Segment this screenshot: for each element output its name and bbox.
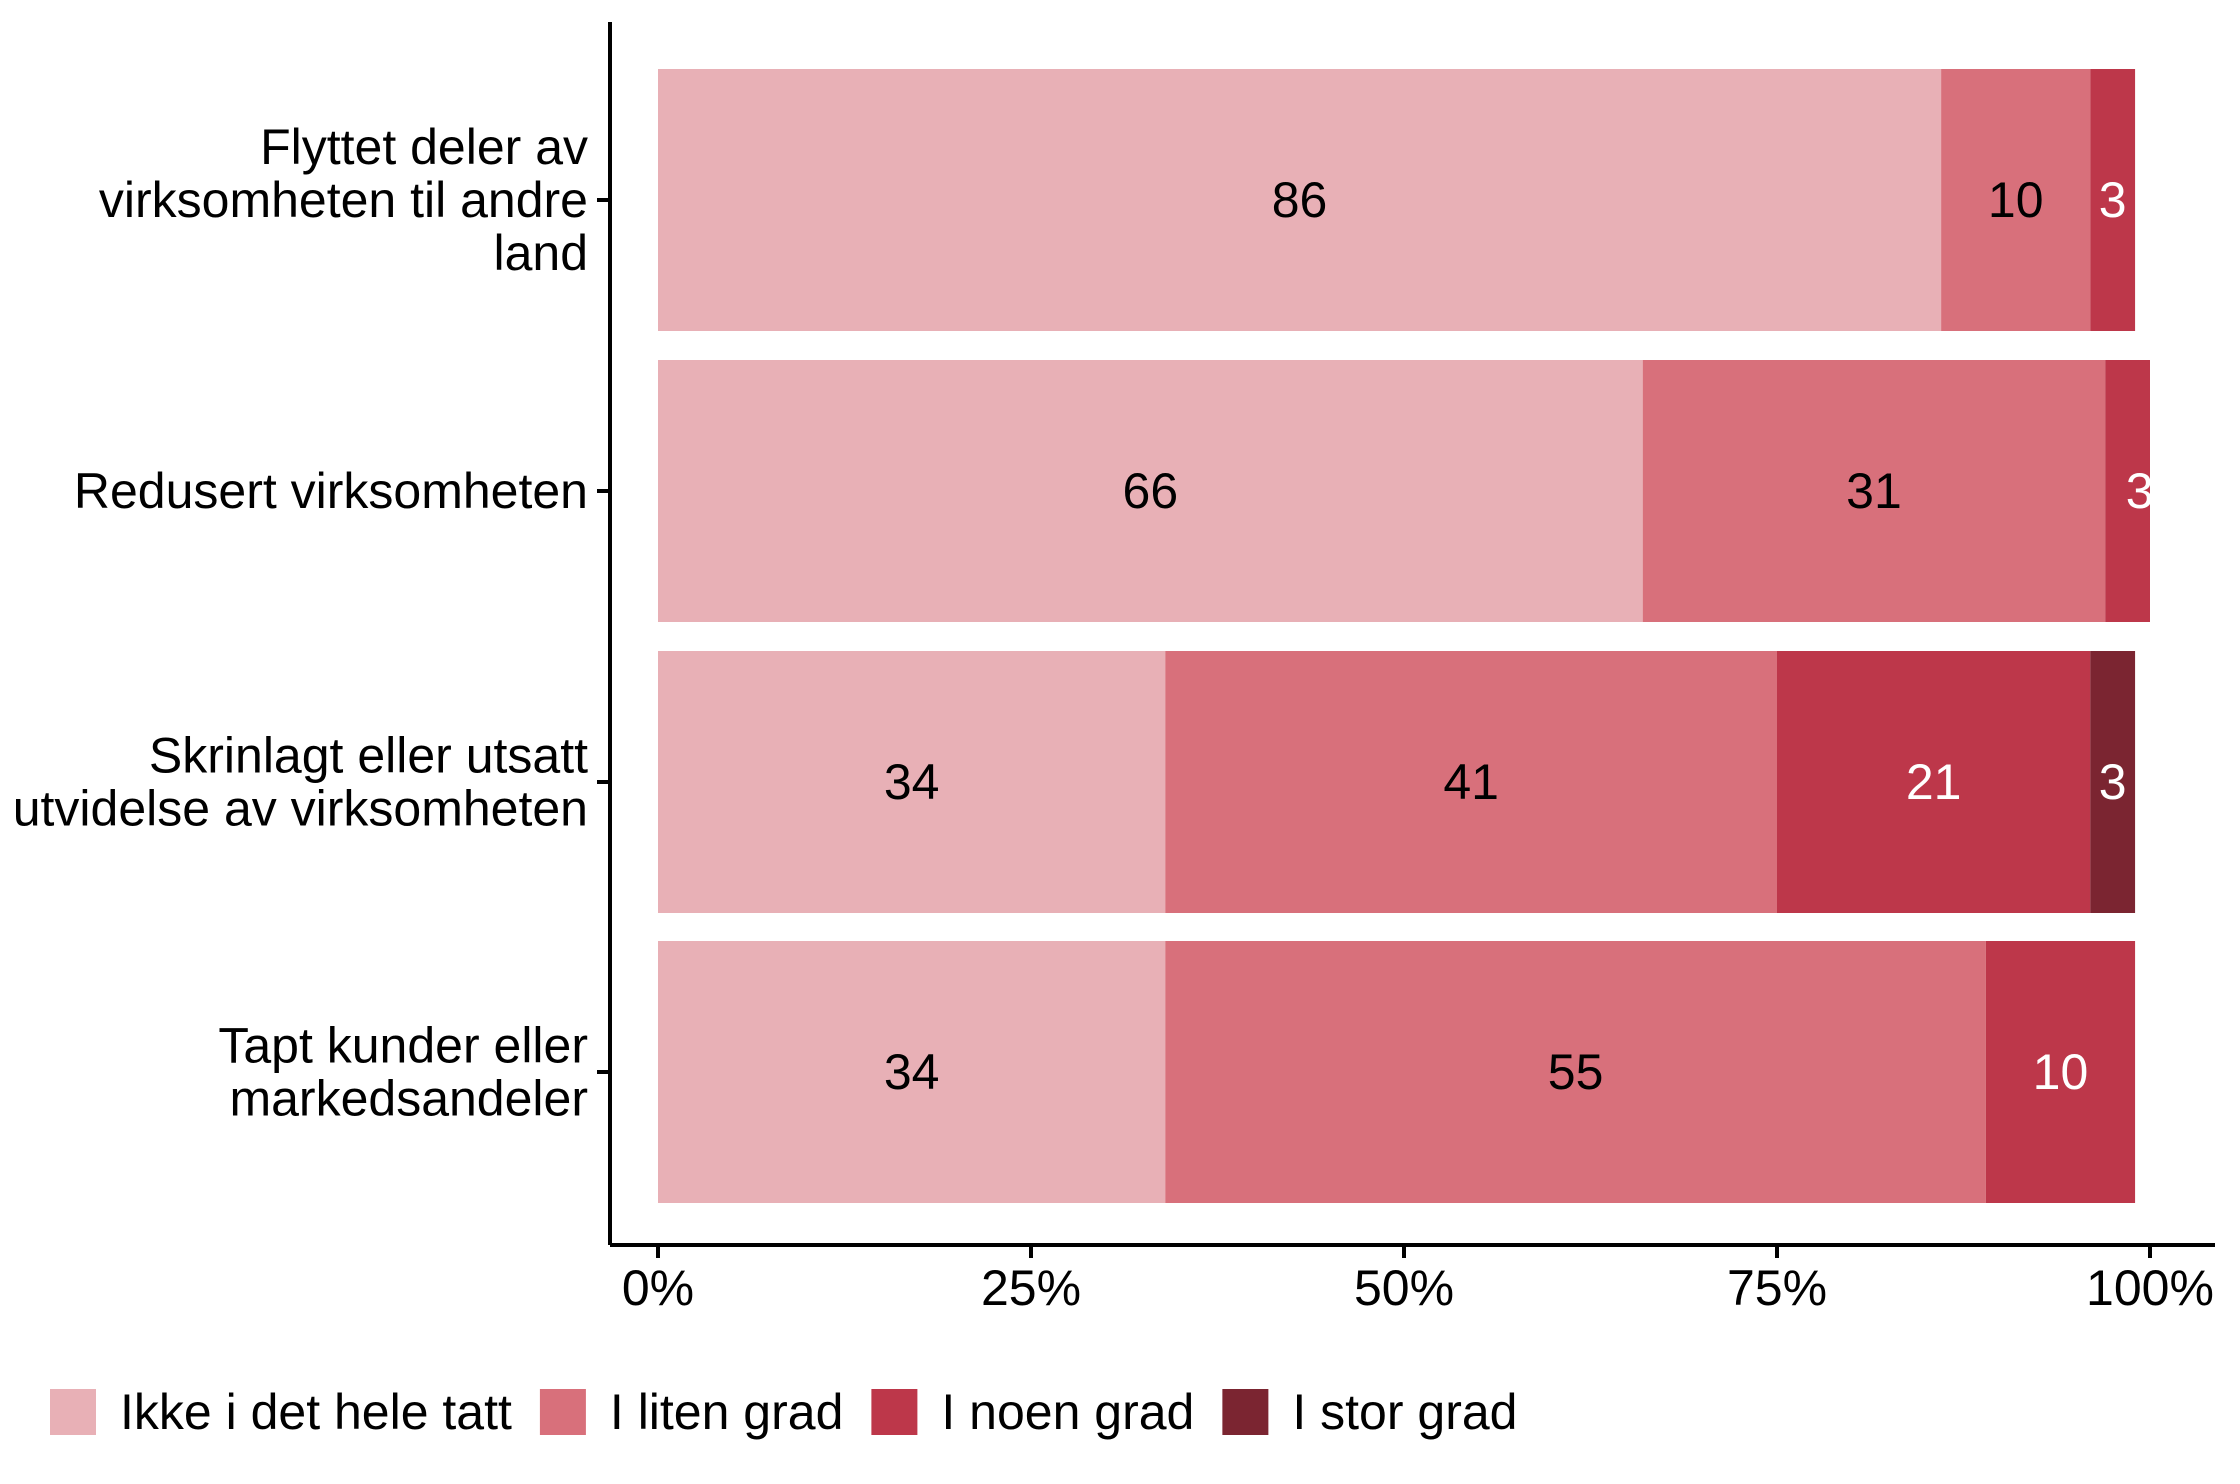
legend-label: I noen grad [941,1384,1194,1440]
bar-value-label: 34 [884,754,940,810]
bar-value-label: 86 [1272,172,1328,228]
y-tick-label: markedsandeler [229,1071,588,1127]
bar-segment [2105,360,2150,622]
y-tick-label: land [493,225,588,281]
x-tick-label: 25% [981,1260,1081,1316]
x-tick-label: 75% [1727,1260,1827,1316]
bar-segment [2090,69,2136,331]
bar-value-label: 3 [2099,172,2127,228]
bar-segment [1165,941,1986,1203]
y-tick-label: Redusert virksomheten [74,463,588,519]
legend: Ikke i det hele tatt I liten grad I noen g… [50,1384,1517,1440]
bar-value-label: 55 [1548,1044,1604,1100]
y-tick-label: Tapt kunder eller [218,1018,588,1074]
bars-layer [658,69,2150,1203]
bar-segment [1985,941,2136,1203]
bar-value-label: 34 [884,1044,940,1100]
x-tick-label: 50% [1354,1260,1454,1316]
legend-swatch [50,1389,96,1435]
legend-swatch [871,1389,918,1435]
bar-value-label: 21 [1906,754,1962,810]
bar-value-label: 66 [1123,463,1179,519]
legend-swatch [539,1389,586,1435]
x-tick-label: 0% [622,1260,694,1316]
bar-segment [658,941,1166,1203]
legend-label: I stor grad [1292,1384,1517,1440]
legend-label: Ikke i det hele tatt [120,1384,512,1440]
bar-segment [1642,360,2106,622]
bar-segment [658,69,1942,331]
bar-labels-layer: 86 10 3 66 31 3 34 41 21 3 34 55 10 [884,172,2154,1100]
legend-label: I liten grad [610,1384,843,1440]
bar-value-label: 3 [2126,463,2154,519]
bar-segment [2090,651,2136,913]
bar-value-label: 3 [2099,754,2127,810]
y-tick-label: virksomheten til andre [99,172,588,228]
y-tick-label: Skrinlagt eller utsatt [149,728,588,784]
bar-value-label: 10 [1988,172,2044,228]
x-tick-label: 100% [2086,1260,2214,1316]
y-tick-label: Flyttet deler av [260,119,588,175]
y-tick-label: utvidelse av virksomheten [13,781,588,837]
bar-segment [1941,69,2091,331]
bar-segment [658,360,1643,622]
bar-value-label: 31 [1846,463,1902,519]
bar-value-label: 10 [2033,1044,2089,1100]
bar-segment [1777,651,2091,913]
bar-segment [658,651,1166,913]
legend-swatch [1222,1389,1269,1435]
bar-value-label: 41 [1443,754,1499,810]
x-axis: 0% 25% 50% 75% 100% [610,1243,2215,1316]
bar-segment [1165,651,1777,913]
